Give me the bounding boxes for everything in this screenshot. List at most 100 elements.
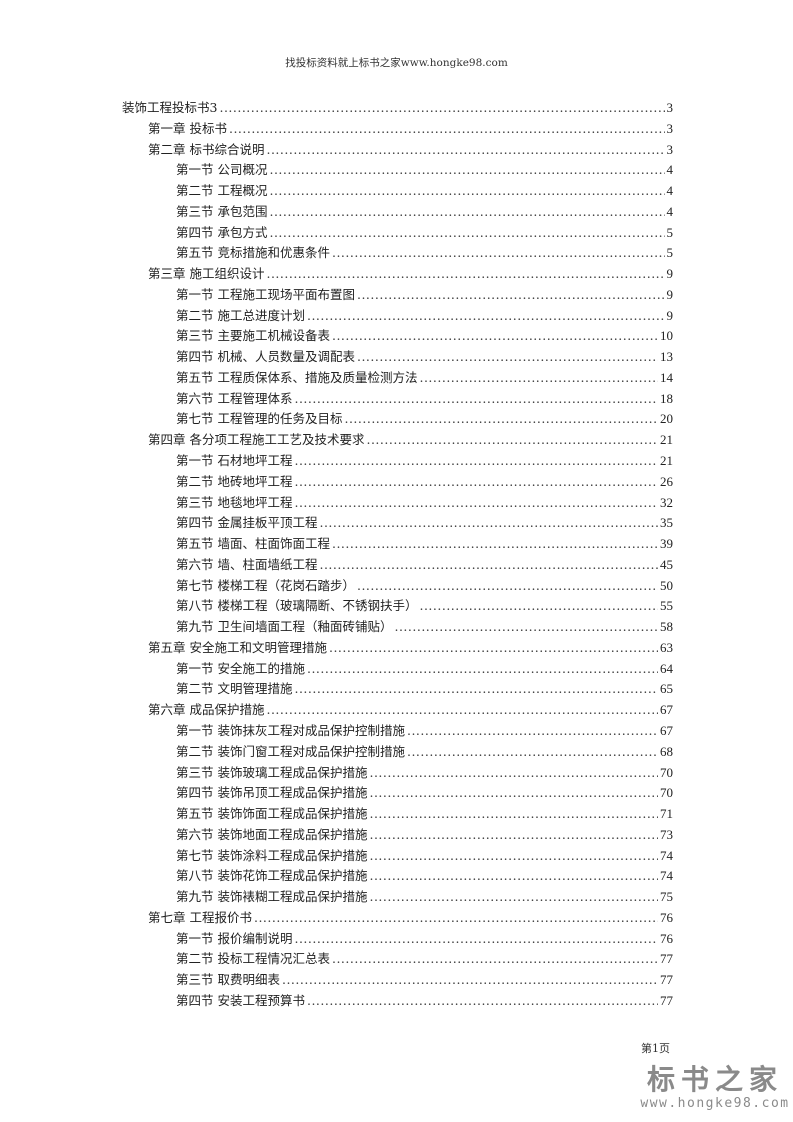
- toc-section-entry[interactable]: 第三节 装饰玻璃工程成品保护措施 70: [122, 763, 673, 784]
- toc-section-entry[interactable]: 第二节 文明管理措施 65: [122, 679, 673, 700]
- dot-leader: [219, 98, 664, 119]
- dot-leader: [407, 742, 658, 763]
- toc-section-entry[interactable]: 第一节 工程施工现场平面布置图 9: [122, 285, 673, 306]
- toc-entry-title: 第三节 装饰玻璃工程成品保护措施: [176, 764, 368, 780]
- toc-section-entry[interactable]: 第一节 装饰抹灰工程对成品保护控制措施 67: [122, 721, 673, 742]
- toc-entry-page: 32: [660, 494, 673, 510]
- toc-section-entry[interactable]: 第七节 楼梯工程（花岗石踏步） 50: [122, 576, 673, 597]
- toc-entry-title: 第六节 工程管理体系: [176, 390, 293, 406]
- toc-section-entry[interactable]: 第三节 取费明细表 77: [122, 970, 673, 991]
- toc-entry-page: 26: [660, 473, 673, 489]
- toc-entry-title: 第一节 安全施工的措施: [176, 660, 305, 676]
- toc-section-entry[interactable]: 第四节 金属挂板平顶工程 35: [122, 513, 673, 534]
- toc-title-entry[interactable]: 装饰工程投标书3 3: [122, 98, 673, 119]
- toc-section-entry[interactable]: 第二节 工程概况 4: [122, 181, 673, 202]
- toc-section-entry[interactable]: 第一节 报价编制说明 76: [122, 929, 673, 950]
- toc-chapter-entry[interactable]: 第二章 标书综合说明 3: [122, 140, 673, 161]
- toc-chapter-entry[interactable]: 第六章 成品保护措施 67: [122, 700, 673, 721]
- toc-entry-title: 第五节 装饰饰面工程成品保护措施: [176, 806, 368, 822]
- toc-entry-page: 77: [660, 972, 673, 988]
- toc-entry-page: 21: [660, 432, 673, 448]
- logo-name: 标书之家: [646, 1063, 783, 1096]
- toc-entry-title: 第七节 装饰涂料工程成品保护措施: [176, 847, 368, 863]
- toc-entry-title: 第四节 金属挂板平顶工程: [176, 515, 318, 531]
- toc-chapter-entry[interactable]: 第四章 各分项工程施工工艺及技术要求 21: [122, 430, 673, 451]
- toc-entry-page: 58: [660, 619, 673, 635]
- toc-entry-title: 第二节 投标工程情况汇总表: [176, 951, 330, 967]
- toc-entry-title: 第四节 装饰吊顶工程成品保护措施: [176, 785, 368, 801]
- toc-section-entry[interactable]: 第八节 装饰花饰工程成品保护措施 74: [122, 866, 673, 887]
- toc-entry-title: 第七章 工程报价书: [148, 909, 252, 925]
- toc-entry-page: 74: [660, 868, 673, 884]
- toc-section-entry[interactable]: 第五节 工程质保体系、措施及质量检测方法 14: [122, 368, 673, 389]
- toc-section-entry[interactable]: 第二节 装饰门窗工程对成品保护控制措施 68: [122, 742, 673, 763]
- dot-leader: [294, 389, 658, 410]
- toc-entry-page: 4: [666, 162, 674, 178]
- toc-chapter-entry[interactable]: 第五章 安全施工和文明管理措施 63: [122, 638, 673, 659]
- dot-leader: [266, 700, 658, 721]
- toc-section-entry[interactable]: 第三节 地毯地坪工程 32: [122, 493, 673, 514]
- toc-entry-title: 第二节 文明管理措施: [176, 681, 293, 697]
- dot-leader: [307, 991, 658, 1012]
- toc-entry-page: 45: [660, 556, 673, 572]
- toc-section-entry[interactable]: 第五节 竞标措施和优惠条件 5: [122, 243, 673, 264]
- toc-section-entry[interactable]: 第一节 石材地坪工程 21: [122, 451, 673, 472]
- toc-section-entry[interactable]: 第四节 装饰吊顶工程成品保护措施 70: [122, 783, 673, 804]
- toc-entry-title: 第五节 工程质保体系、措施及质量检测方法: [176, 369, 418, 385]
- toc-entry-page: 3: [666, 120, 674, 136]
- toc-section-entry[interactable]: 第二节 施工总进度计划 9: [122, 306, 673, 327]
- toc-section-entry[interactable]: 第六节 工程管理体系 18: [122, 389, 673, 410]
- toc-section-entry[interactable]: 第五节 墙面、柱面饰面工程 39: [122, 534, 673, 555]
- toc-section-entry[interactable]: 第四节 承包方式 5: [122, 223, 673, 244]
- toc-entry-title: 第三节 取费明细表: [176, 972, 280, 988]
- toc-entry-title: 第五节 竞标措施和优惠条件: [176, 245, 330, 261]
- toc-chapter-entry[interactable]: 第一章 投标书 3: [122, 119, 673, 140]
- toc-entry-title: 装饰工程投标书3: [122, 100, 218, 115]
- toc-entry-page: 76: [660, 930, 673, 946]
- toc-section-entry[interactable]: 第一节 安全施工的措施 64: [122, 659, 673, 680]
- toc-entry-page: 14: [660, 369, 673, 385]
- toc-section-entry[interactable]: 第七节 工程管理的任务及目标 20: [122, 409, 673, 430]
- dot-leader: [369, 866, 658, 887]
- toc-entry-page: 21: [660, 453, 673, 469]
- dot-leader: [332, 243, 665, 264]
- toc-entry-page: 71: [660, 806, 673, 822]
- dot-leader: [344, 409, 658, 430]
- toc-section-entry[interactable]: 第三节 承包范围 4: [122, 202, 673, 223]
- toc-section-entry[interactable]: 第五节 装饰饰面工程成品保护措施 71: [122, 804, 673, 825]
- toc-section-entry[interactable]: 第六节 装饰地面工程成品保护措施 73: [122, 825, 673, 846]
- toc-section-entry[interactable]: 第九节 装饰裱糊工程成品保护措施 75: [122, 887, 673, 908]
- dot-leader: [254, 908, 658, 929]
- toc-entry-page: 5: [666, 245, 674, 261]
- toc-section-entry[interactable]: 第四节 安装工程预算书 77: [122, 991, 673, 1012]
- toc-section-entry[interactable]: 第二节 投标工程情况汇总表 77: [122, 949, 673, 970]
- toc-entry-title: 第四节 安装工程预算书: [176, 992, 305, 1008]
- toc-entry-title: 第八节 装饰花饰工程成品保护措施: [176, 868, 368, 884]
- toc-entry-title: 第二节 地砖地坪工程: [176, 473, 293, 489]
- dot-leader: [329, 638, 658, 659]
- toc-entry-page: 4: [666, 203, 674, 219]
- dot-leader: [266, 264, 664, 285]
- dot-leader: [407, 721, 658, 742]
- toc-entry-page: 77: [660, 951, 673, 967]
- toc-section-entry[interactable]: 第九节 卫生间墙面工程（釉面砖铺贴） 58: [122, 617, 673, 638]
- toc-chapter-entry[interactable]: 第七章 工程报价书 76: [122, 908, 673, 929]
- toc-entry-page: 3: [666, 100, 674, 115]
- dot-leader: [369, 825, 658, 846]
- toc-section-entry[interactable]: 第八节 楼梯工程（玻璃隔断、不锈钢扶手） 55: [122, 596, 673, 617]
- toc-entry-title: 第五节 墙面、柱面饰面工程: [176, 536, 330, 552]
- toc-section-entry[interactable]: 第七节 装饰涂料工程成品保护措施 74: [122, 846, 673, 867]
- toc-section-entry[interactable]: 第二节 地砖地坪工程 26: [122, 472, 673, 493]
- toc-entry-page: 67: [660, 722, 673, 738]
- toc-section-entry[interactable]: 第四节 机械、人员数量及调配表 13: [122, 347, 673, 368]
- toc-section-entry[interactable]: 第六节 墙、柱面墙纸工程 45: [122, 555, 673, 576]
- toc-section-entry[interactable]: 第三节 主要施工机械设备表 10: [122, 326, 673, 347]
- toc-section-entry[interactable]: 第一节 公司概况 4: [122, 160, 673, 181]
- toc-entry-title: 第三节 主要施工机械设备表: [176, 328, 330, 344]
- dot-leader: [357, 347, 658, 368]
- toc-entry-title: 第六节 墙、柱面墙纸工程: [176, 556, 318, 572]
- toc-chapter-entry[interactable]: 第三章 施工组织设计 9: [122, 264, 673, 285]
- toc-entry-page: 65: [660, 681, 673, 697]
- toc-entry-page: 64: [660, 660, 673, 676]
- toc-entry-page: 63: [660, 639, 673, 655]
